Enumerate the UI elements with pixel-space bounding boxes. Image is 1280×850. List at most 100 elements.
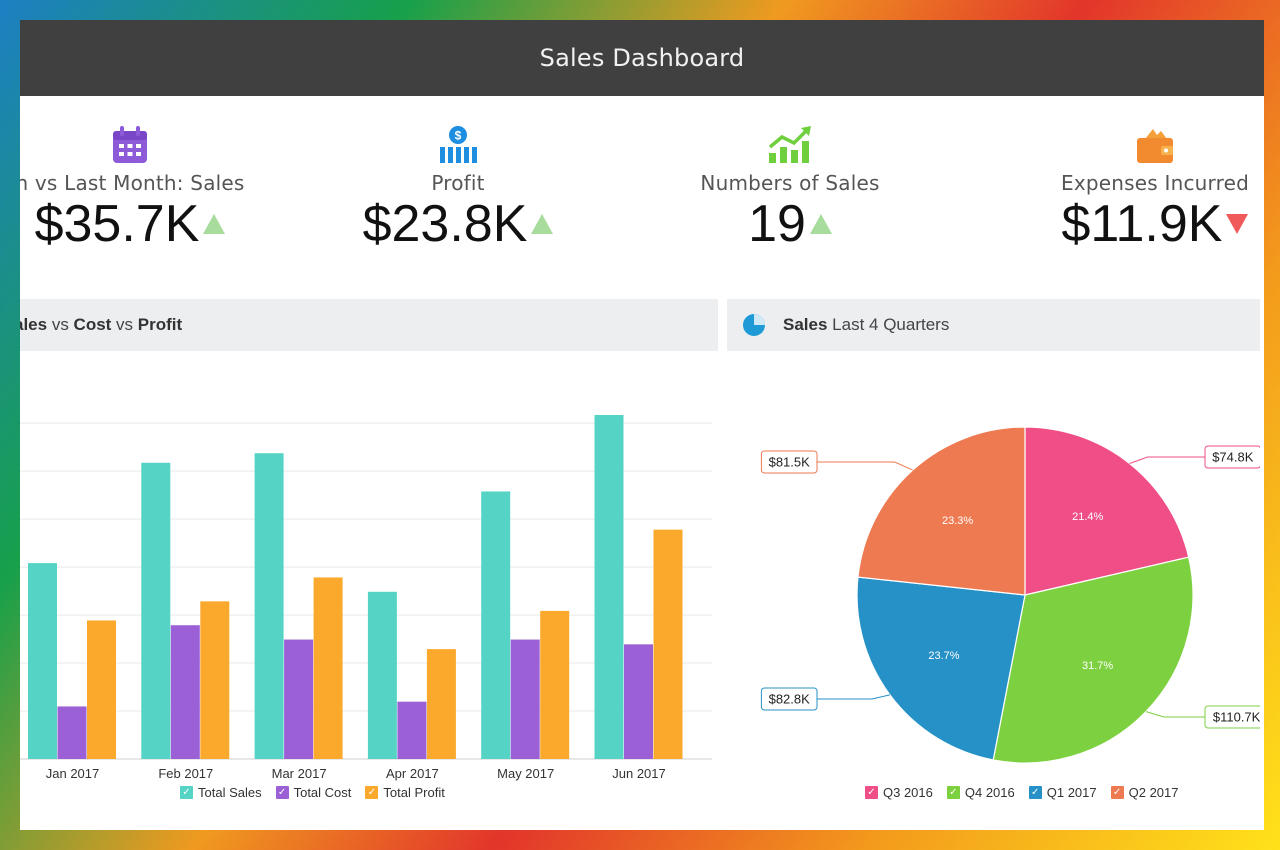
- bar-chart-legend: ✓ Total Sales ✓ Total Cost ✓ Total Profi…: [180, 785, 459, 800]
- kpi-value-text: $11.9K: [1061, 195, 1223, 253]
- bar-total-sales[interactable]: [481, 491, 511, 759]
- kpi-number-of-sales: Numbers of Sales 19: [620, 125, 960, 253]
- callout-line: [1129, 456, 1205, 464]
- kpi-label: n vs Last Month: Sales: [20, 171, 245, 195]
- legend-item-q4-2016[interactable]: ✓ Q4 2016: [946, 785, 1015, 800]
- kpi-value-text: $35.7K: [34, 195, 200, 253]
- pie-slice-q4-2016[interactable]: [992, 556, 1194, 764]
- x-tick-label: Jan 2017: [46, 766, 100, 781]
- callout-line: [817, 461, 913, 471]
- bar-total-sales[interactable]: [141, 462, 171, 759]
- x-tick-label: Feb 2017: [158, 766, 213, 781]
- kpi-label: Numbers of Sales: [700, 171, 880, 195]
- kpi-profit: $ Profit $23.8K: [288, 125, 628, 253]
- svg-text:$: $: [455, 129, 462, 143]
- bar-total-cost[interactable]: [397, 701, 427, 759]
- pie-chart-legend: ✓ Q3 2016 ✓ Q4 2016 ✓ Q1 2017 ✓ Q2 2017: [865, 785, 1193, 800]
- checkbox-icon: ✓: [946, 786, 960, 799]
- bar-total-profit[interactable]: [87, 620, 116, 759]
- bar-total-cost[interactable]: [284, 639, 314, 759]
- kpi-value-text: 19: [748, 195, 806, 253]
- calendar-icon: [113, 126, 147, 163]
- checkbox-icon: ✓: [180, 786, 193, 799]
- bar-total-sales[interactable]: [367, 591, 397, 759]
- pie-slice-q3-2016[interactable]: [1024, 426, 1190, 596]
- pie-value-label: $110.7K: [1213, 710, 1260, 725]
- legend-label: Q2 2017: [1128, 785, 1179, 800]
- legend-label: Total Sales: [198, 785, 262, 800]
- checkbox-icon: ✓: [275, 786, 289, 799]
- checkbox-icon: ✓: [865, 786, 878, 799]
- checkbox-icon: ✓: [1028, 786, 1042, 799]
- legend-item-total-cost[interactable]: ✓ Total Cost: [275, 785, 352, 800]
- dashboard-app: Sales Dashboard n vs Last Month: Sales $…: [20, 20, 1264, 830]
- pie-percent-label: 21.4%: [1072, 511, 1103, 523]
- legend-item-total-sales[interactable]: ✓ Total Sales: [180, 785, 262, 800]
- profit-bars-icon: $: [440, 126, 477, 163]
- bar-total-profit[interactable]: [313, 577, 343, 759]
- bar-chart-panel-header: ales vs Cost vs Profit: [20, 299, 718, 351]
- growth-chart-icon: [768, 126, 811, 163]
- bar-total-sales[interactable]: [254, 453, 284, 759]
- legend-label: Q3 2016: [883, 785, 933, 800]
- legend-item-total-profit[interactable]: ✓ Total Profit: [365, 785, 445, 800]
- trend-down-icon: [1226, 214, 1249, 234]
- callout-line: [817, 694, 891, 700]
- kpi-label: Profit: [431, 171, 485, 195]
- bar-total-profit[interactable]: [653, 529, 683, 759]
- kpi-expenses: Expenses Incurred $11.9K: [985, 125, 1264, 253]
- pie-value-label: $81.5K: [769, 455, 811, 470]
- bar-total-profit[interactable]: [200, 601, 230, 759]
- x-tick-label: Mar 2017: [272, 766, 327, 781]
- bar-total-cost[interactable]: [170, 625, 200, 759]
- pie-value-label: $74.8K: [1212, 450, 1254, 465]
- legend-item-q2-2017[interactable]: ✓ Q2 2017: [1110, 785, 1179, 800]
- kpi-value: 19: [620, 195, 960, 253]
- legend-item-q1-2017[interactable]: ✓ Q1 2017: [1028, 785, 1097, 800]
- legend-label: Q4 2016: [964, 785, 1015, 800]
- callout-box: [1204, 705, 1260, 729]
- bar-total-profit[interactable]: [426, 649, 456, 759]
- pie-slice-q1-2017[interactable]: [856, 576, 1026, 761]
- callout-box: [760, 450, 818, 474]
- bar-total-cost[interactable]: [510, 639, 540, 759]
- pie-percent-label: 23.7%: [928, 650, 959, 662]
- bar-total-cost[interactable]: [57, 706, 87, 759]
- legend-item-q3-2016[interactable]: ✓ Q3 2016: [865, 785, 933, 800]
- x-tick-label: Jun 2017: [612, 766, 666, 781]
- checkbox-icon: ✓: [1110, 786, 1124, 799]
- callout-box: [760, 687, 818, 711]
- callout-line: [1145, 711, 1205, 718]
- kpi-value: $11.9K: [985, 195, 1264, 253]
- bar-total-profit[interactable]: [540, 610, 570, 759]
- wallet-icon: [1137, 129, 1173, 163]
- callout-box: [1204, 445, 1260, 469]
- trend-up-icon: [531, 214, 554, 234]
- trend-up-icon: [809, 214, 832, 234]
- x-tick-label: May 2017: [497, 766, 554, 781]
- bar-chart: Jan 2017 Feb 2017 Mar 2017 Apr 2017 May 2017…: [20, 415, 712, 781]
- bar-chart-title: ales vs Cost vs Profit: [20, 315, 183, 334]
- legend-label: Q1 2017: [1046, 785, 1097, 800]
- trend-up-icon: [203, 214, 226, 234]
- pie-chart-icon: [743, 314, 765, 336]
- x-tick-label: Apr 2017: [386, 766, 439, 781]
- pie-chart-panel-header: Sales Last 4 Quarters: [727, 299, 1260, 351]
- page-title: Sales Dashboard: [539, 44, 745, 72]
- pie-chart-title: Sales Last 4 Quarters: [783, 315, 950, 334]
- kpi-month-sales: n vs Last Month: Sales $35.7K: [20, 125, 300, 253]
- bar-total-cost[interactable]: [624, 644, 653, 759]
- title-bar: Sales Dashboard: [20, 20, 1264, 96]
- legend-label: Total Cost: [293, 785, 352, 800]
- kpi-value: $23.8K: [288, 195, 628, 253]
- pie-slice-q2-2017[interactable]: [857, 426, 1026, 596]
- bar-total-sales[interactable]: [594, 415, 624, 759]
- kpi-label: Expenses Incurred: [1061, 171, 1249, 195]
- pie-value-label: $82.8K: [769, 692, 811, 707]
- pie-chart: 21.4% $74.8K 31.7% $110.7K 23.7% $82.8K 23.3% $…: [760, 426, 1260, 764]
- pie-percent-label: 23.3%: [942, 515, 973, 527]
- legend-label: Total Profit: [383, 785, 445, 800]
- bar-total-sales[interactable]: [28, 563, 57, 759]
- kpi-value-text: $23.8K: [362, 195, 528, 253]
- pie-percent-label: 31.7%: [1082, 660, 1113, 672]
